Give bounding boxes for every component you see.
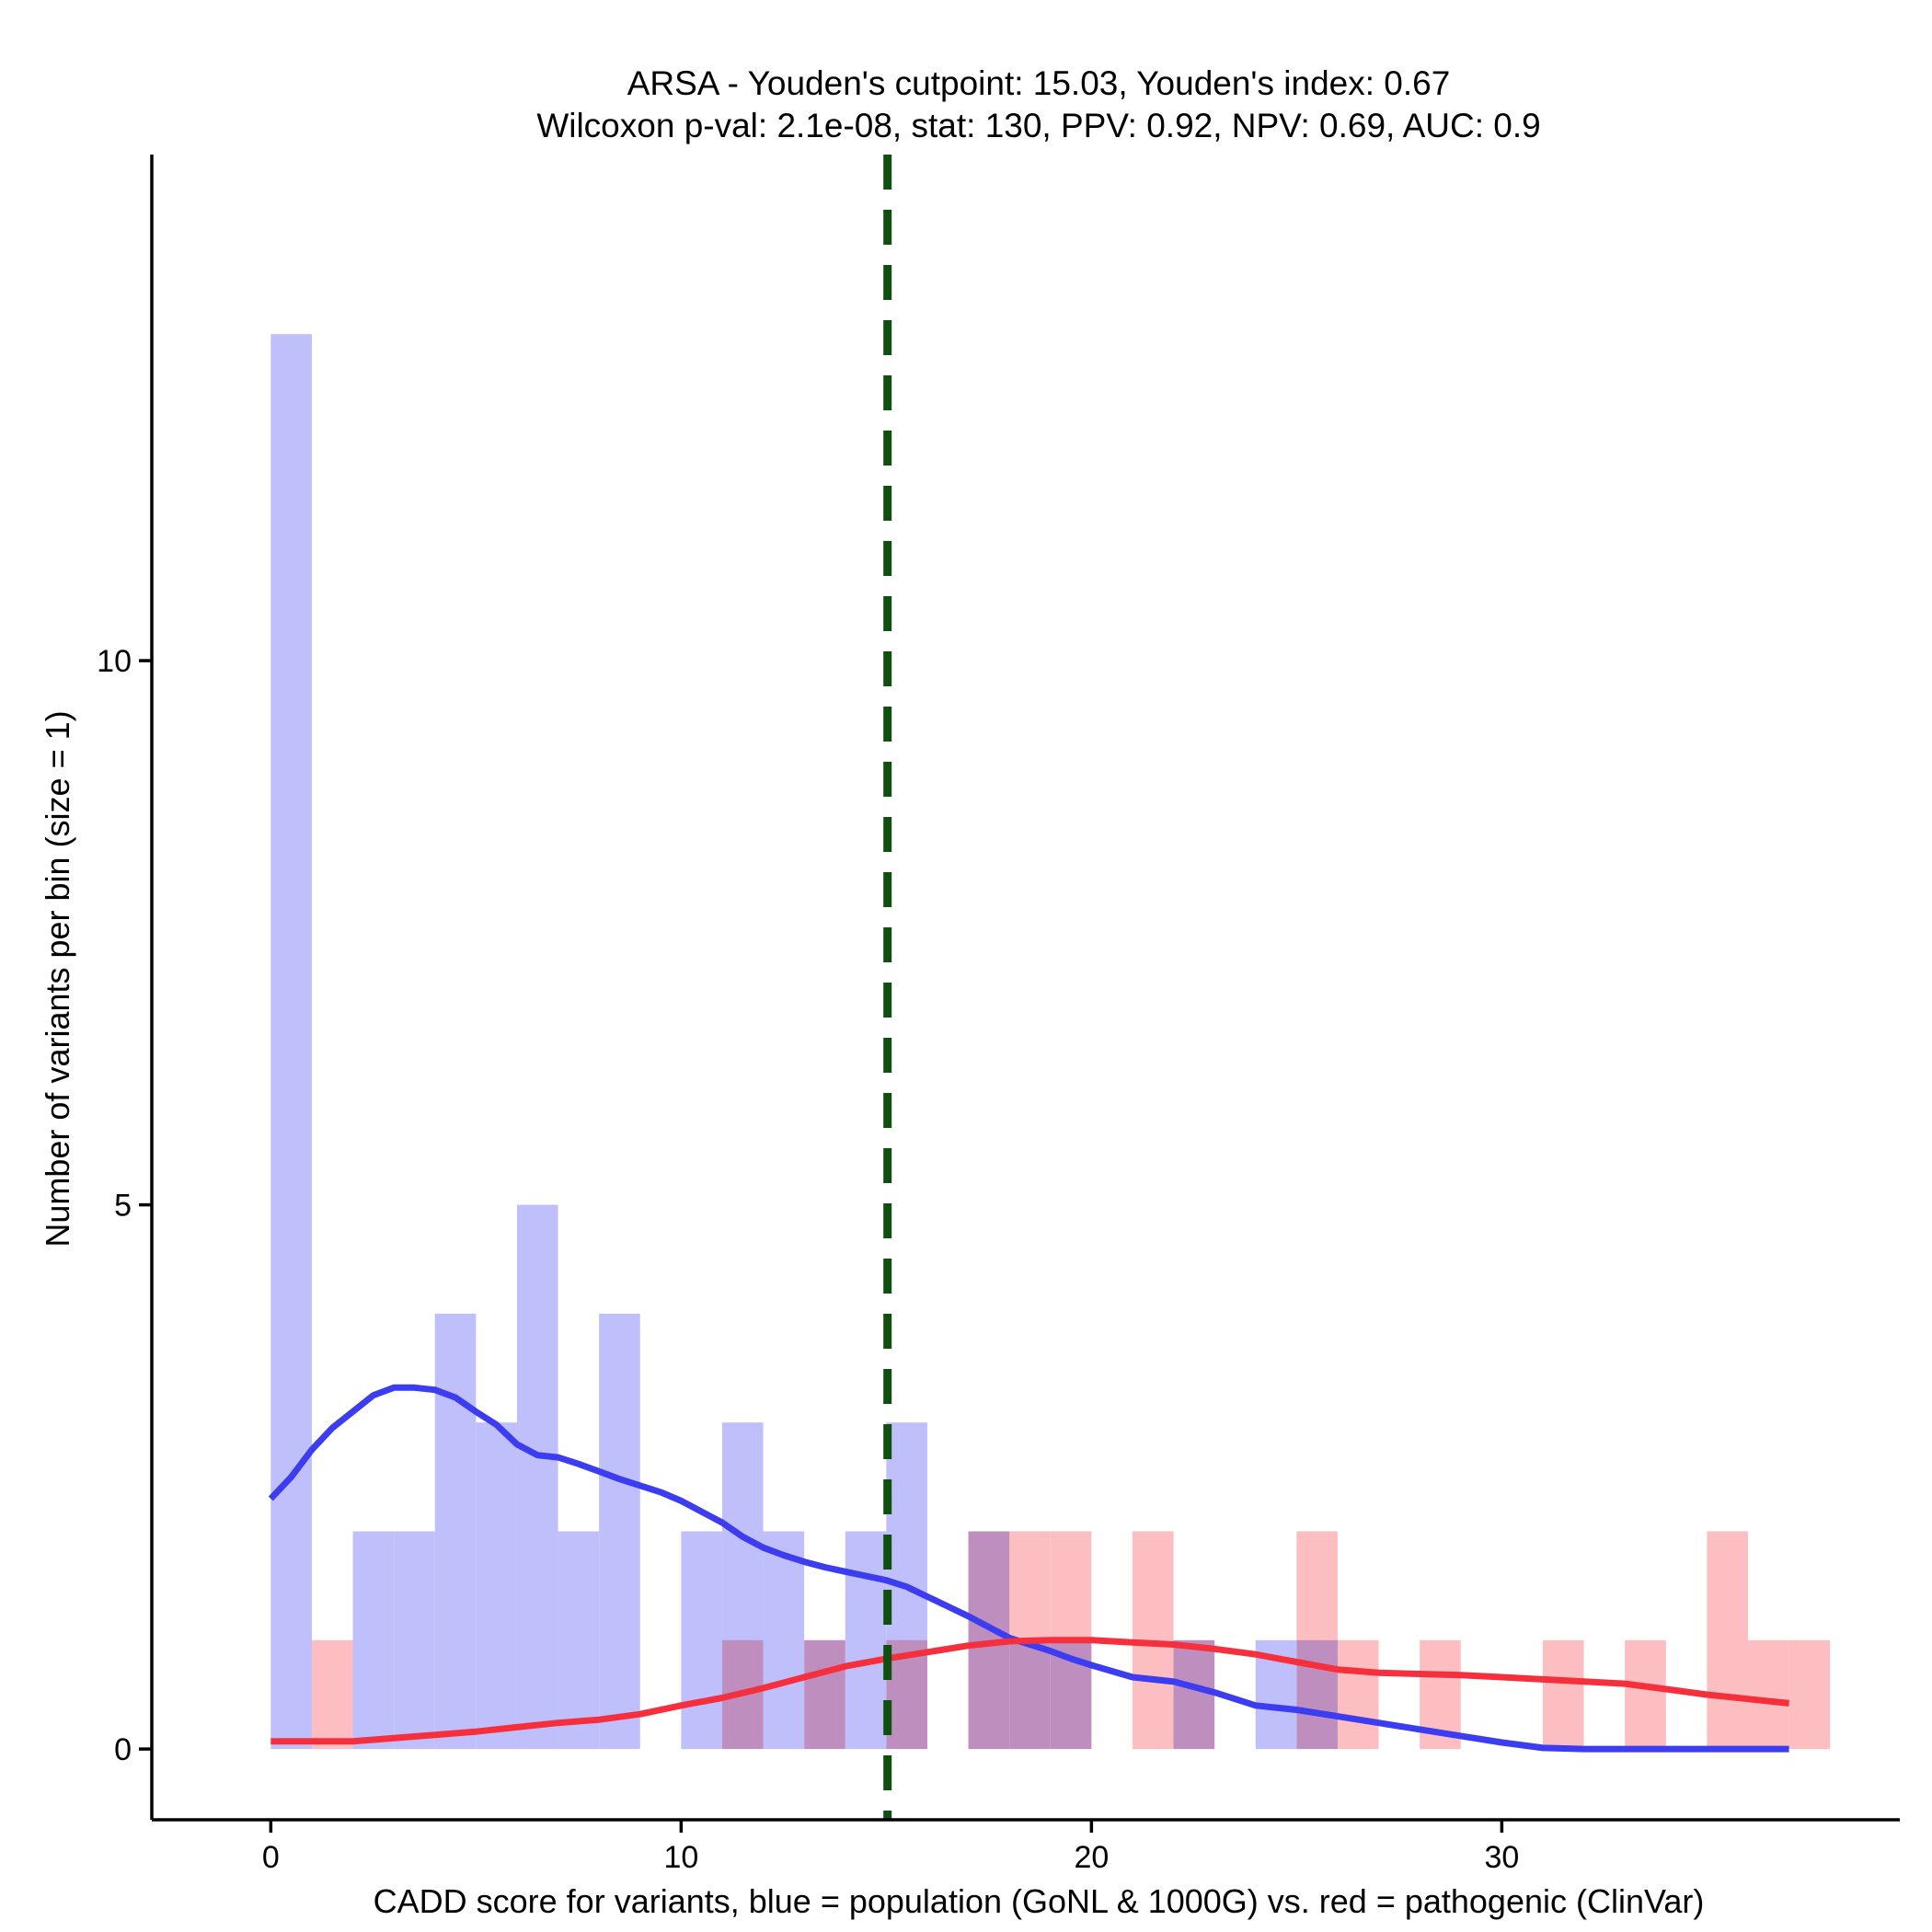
pathogenic-bar [1337, 1639, 1379, 1750]
pathogenic-bar [311, 1639, 353, 1750]
pathogenic-bar [804, 1639, 845, 1750]
x-tick-label: 0 [262, 1840, 280, 1875]
y-axis-ticks: 0 5 10 [97, 644, 152, 1767]
x-tick-label: 20 [1074, 1840, 1109, 1875]
x-axis-label: CADD score for variants, blue = populati… [374, 1882, 1705, 1920]
pathogenic-bar [1173, 1639, 1215, 1750]
population-bar [681, 1531, 722, 1750]
pathogenic-bar [1542, 1639, 1584, 1750]
y-tick-label: 5 [114, 1189, 132, 1224]
chart-title-line1: ARSA - Youden's cutpoint: 15.03, Youden'… [627, 64, 1451, 102]
pathogenic-bar [1707, 1531, 1748, 1750]
pathogenic-bar [1625, 1639, 1666, 1750]
population-bar [599, 1313, 640, 1750]
pathogenic-bar [1788, 1639, 1831, 1750]
y-tick-label: 10 [97, 644, 132, 679]
population-bar [434, 1313, 477, 1750]
y-axis-label: Number of variants per bin (size = 1) [39, 710, 76, 1247]
pathogenic-density-curve [270, 1637, 1789, 1745]
population-bar [558, 1531, 600, 1750]
x-tick-label: 10 [663, 1840, 698, 1875]
x-axis-ticks: 0 10 20 30 [262, 1820, 1519, 1875]
population-bar [763, 1531, 805, 1750]
population-bar [352, 1531, 395, 1750]
pathogenic-bar [1747, 1639, 1789, 1750]
population-bar [394, 1531, 435, 1750]
population-bar [270, 334, 312, 1750]
population-bar [476, 1422, 517, 1750]
chart-title-line2: Wilcoxon p-val: 2.1e-08, stat: 130, PPV:… [536, 107, 1540, 144]
population-bar [516, 1204, 558, 1750]
y-tick-label: 0 [114, 1732, 132, 1767]
x-tick-label: 30 [1484, 1840, 1519, 1875]
population-density-curve [268, 1384, 1789, 1753]
population-bar [845, 1531, 887, 1750]
